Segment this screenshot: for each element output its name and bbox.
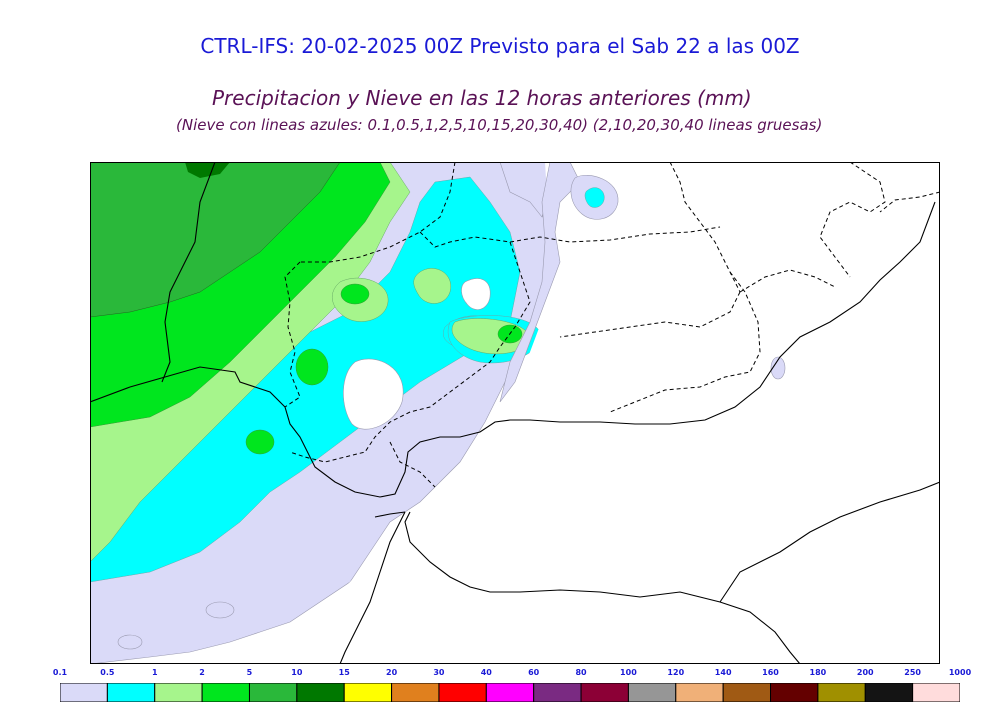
precip-core — [245, 429, 275, 455]
dry-area — [461, 278, 491, 310]
legend-swatch — [770, 683, 819, 702]
coastline — [90, 162, 940, 664]
legend-swatch — [438, 683, 487, 702]
legend-swatch — [154, 683, 203, 702]
dry-area — [343, 358, 404, 430]
legend-color-bar — [60, 683, 960, 702]
legend-label: 40 — [480, 668, 492, 677]
map-title: CTRL-IFS: 20-02-2025 00Z Previsto para e… — [200, 34, 800, 58]
map-subtitle: Precipitacion y Nieve en las 12 horas an… — [212, 86, 752, 110]
legend-swatch — [201, 683, 250, 702]
legend-label: 10 — [291, 668, 303, 677]
legend-label: 1 — [151, 668, 158, 677]
precip-area-5 — [90, 162, 341, 318]
legend-label: 5 — [246, 668, 253, 677]
legend-swatch — [675, 683, 724, 702]
snow-contours-note: (Nieve con lineas azules: 0.1,0.5,1,2,5,… — [176, 116, 823, 134]
dry-east — [290, 162, 940, 664]
country-borders — [284, 162, 940, 488]
legend-swatch — [864, 683, 914, 702]
legend-swatch — [391, 683, 440, 702]
map-frame — [90, 162, 940, 664]
legend-label: 140 — [714, 668, 732, 677]
precip-spot — [205, 601, 235, 619]
legend-labels: 0.1 0.5 1 2 5 10 15 20 30 40 60 80 100 120 140 160 180 20… — [0, 668, 1000, 680]
legend-swatch — [248, 683, 298, 702]
legend-label: 200 — [856, 668, 874, 677]
legend-label: 80 — [575, 668, 587, 677]
legend-swatch — [343, 683, 393, 702]
legend-label: 100 — [620, 668, 637, 677]
precip-area-1-c — [413, 268, 452, 304]
legend-swatch — [912, 683, 960, 702]
precipitation-map — [90, 162, 940, 664]
legend-swatch — [296, 683, 345, 702]
precip-core — [295, 348, 329, 386]
legend-swatch — [485, 683, 535, 702]
legend-label: 180 — [809, 668, 827, 677]
legend-label: 1000 — [948, 668, 972, 677]
legend-label: 160 — [762, 668, 779, 677]
legend-label: 120 — [667, 668, 685, 677]
precip-core — [340, 283, 370, 305]
legend-label: 20 — [386, 668, 398, 677]
legend-swatch — [817, 683, 866, 702]
legend-label: 0.5 — [100, 668, 115, 677]
precip-spot — [117, 634, 143, 650]
legend-swatch — [722, 683, 772, 702]
legend-swatch — [627, 683, 677, 702]
legend-swatch — [533, 683, 582, 702]
precip-isolated-cyan — [584, 187, 605, 208]
legend-swatch — [580, 683, 629, 702]
precip-east-edge — [499, 162, 581, 403]
legend-swatch — [60, 683, 108, 702]
legend-label: 250 — [904, 668, 921, 677]
legend-label: 30 — [433, 668, 445, 677]
precip-area-10 — [185, 162, 230, 178]
legend-swatch — [106, 683, 156, 702]
legend-label: 60 — [528, 668, 540, 677]
legend-label: 0.1 — [52, 668, 68, 677]
legend-label: 2 — [199, 668, 205, 677]
legend-label: 15 — [338, 668, 350, 677]
precip-spot — [770, 356, 786, 380]
